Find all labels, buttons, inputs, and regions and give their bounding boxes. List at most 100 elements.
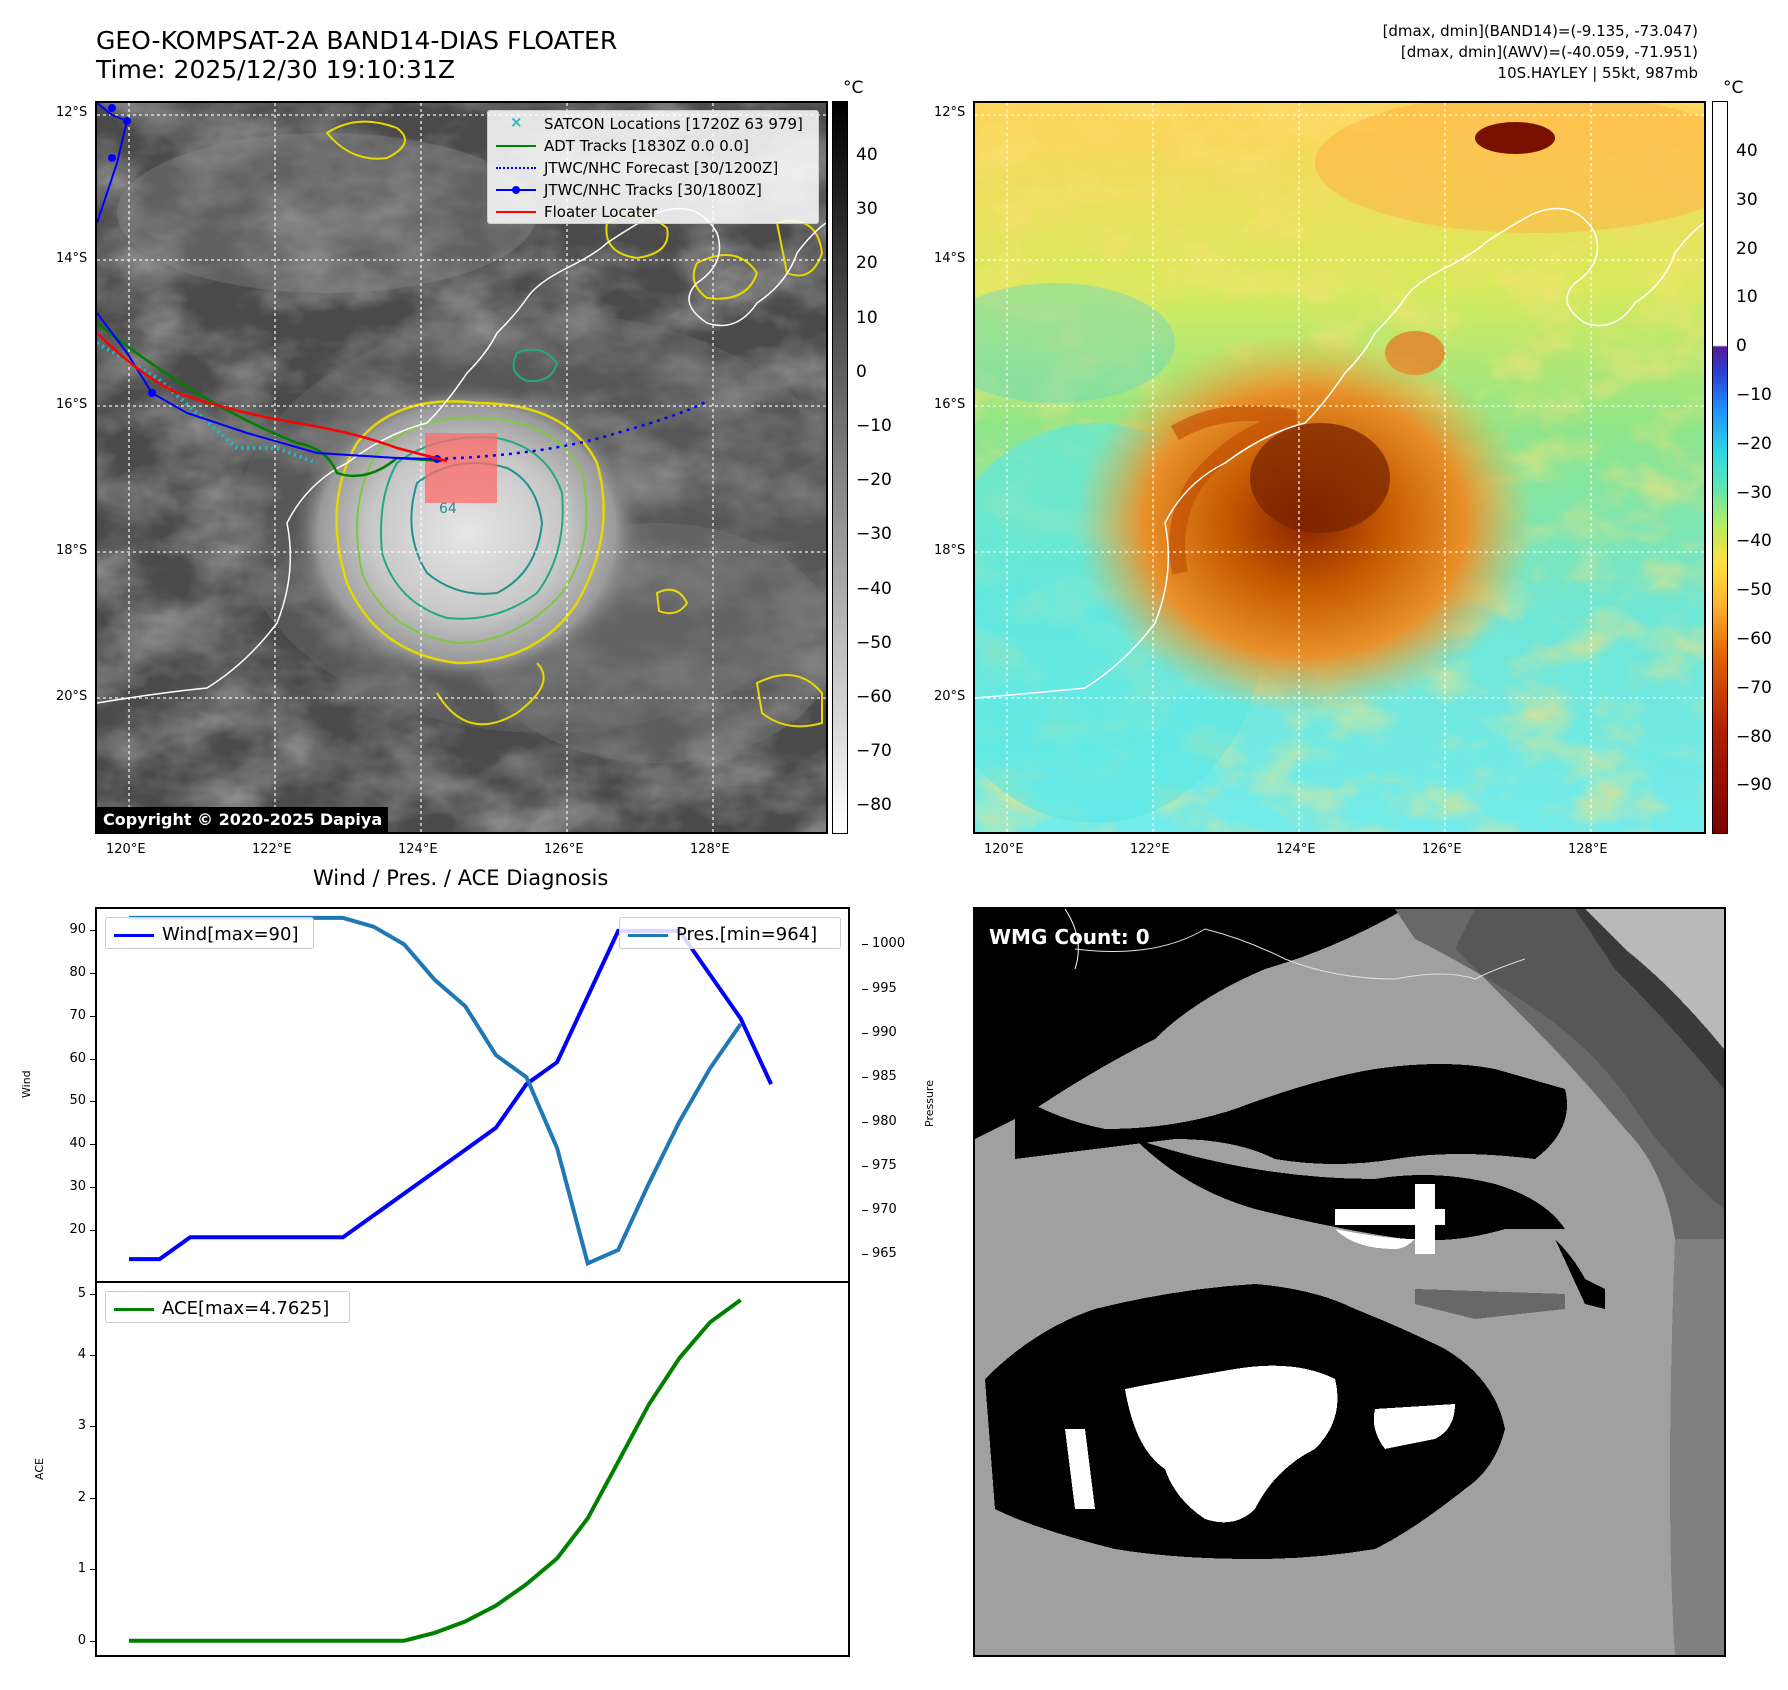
awv-satellite-map bbox=[973, 101, 1706, 834]
awv-colorbar bbox=[1712, 101, 1728, 834]
ir-colorbar-tick-1: 30 bbox=[856, 199, 878, 220]
ace-tick-mark-2 bbox=[90, 1497, 96, 1499]
pressure-tick-2: 990 bbox=[872, 1025, 897, 1040]
pressure-tick-4: 980 bbox=[872, 1113, 897, 1129]
wind-pressure-panel: Wind[max=90] Pres.[min=964] bbox=[95, 907, 850, 1283]
wind-tick-2: 70 bbox=[69, 1007, 86, 1023]
wind-tick-mark-6 bbox=[90, 1186, 96, 1188]
ace-tick-1: 3 bbox=[77, 1418, 86, 1434]
floater-locater-box bbox=[425, 433, 497, 503]
ir-colorbar-tick-5: −10 bbox=[856, 416, 892, 436]
ir-lon-label-128e: 128°E bbox=[690, 842, 730, 857]
ir-colorbar bbox=[832, 101, 848, 834]
ace-tick-mark-3 bbox=[90, 1569, 96, 1571]
ir-colorbar-tick-2: 20 bbox=[856, 253, 878, 274]
awv-lat-label-14s: 14°S bbox=[934, 251, 966, 266]
ir-lon-label-120e: 120°E bbox=[106, 842, 146, 857]
wind-tick-5: 40 bbox=[69, 1136, 86, 1152]
legend-jtwc-tracks-label: JTWC/NHC Tracks [30/1800Z] bbox=[544, 181, 762, 199]
storm-info: 10S.HAYLEY | 55kt, 987mb bbox=[1497, 64, 1698, 82]
awv-colorbar-tick-11: −70 bbox=[1736, 677, 1772, 698]
storm-cloud-shield bbox=[292, 383, 642, 683]
pressure-tick-mark-7 bbox=[862, 1254, 868, 1256]
ir-lon-label-122e: 122°E bbox=[252, 842, 292, 857]
diagnosis-title: Wind / Pres. / ACE Diagnosis bbox=[313, 866, 609, 890]
ace-tick-2: 2 bbox=[77, 1489, 86, 1505]
awv-colorbar-tick-6: −20 bbox=[1736, 433, 1772, 454]
pressure-tick-7: 965 bbox=[872, 1246, 897, 1262]
ace-axis-label: ACE bbox=[33, 1458, 46, 1480]
awv-colorbar-tick-4: 0 bbox=[1736, 336, 1747, 357]
ir-colorbar-unit: °C bbox=[843, 78, 864, 98]
ir-map-legend: × SATCON Locations [1720Z 63 979] ADT Tr… bbox=[487, 110, 819, 224]
legend-floater: Floater Locater bbox=[488, 203, 657, 221]
awv-lat-label-18s: 18°S bbox=[934, 543, 966, 558]
adt-track bbox=[97, 322, 443, 478]
pressure-legend-label: Pres.[min=964] bbox=[676, 924, 818, 945]
awv-colorbar-tick-3: 10 bbox=[1736, 287, 1758, 308]
wind-tick-mark-8 bbox=[90, 1293, 96, 1295]
wind-series-line bbox=[129, 928, 773, 1262]
awv-colorbar-tick-7: −30 bbox=[1736, 482, 1772, 503]
ir-colorbar-tick-6: −20 bbox=[856, 470, 892, 491]
pressure-tick-5: 975 bbox=[872, 1157, 897, 1173]
copyright-label: Copyright © 2020-2025 Dapiya bbox=[97, 807, 389, 832]
adt-line-icon bbox=[496, 138, 536, 154]
awv-lon-label-124e: 124°E bbox=[1276, 842, 1316, 857]
ir-lat-label-12s: 12°S bbox=[56, 105, 88, 120]
awv-colorbar-tick-2: 20 bbox=[1736, 238, 1758, 259]
wind-tick-mark-3 bbox=[90, 1058, 96, 1060]
awv-lon-label-126e: 126°E bbox=[1422, 842, 1462, 857]
ace-line-icon bbox=[114, 1301, 154, 1317]
awv-colorbar-tick-1: 30 bbox=[1736, 189, 1758, 210]
legend-adt: ADT Tracks [1830Z 0.0 0.0] bbox=[488, 137, 749, 155]
dmax-dmin-band14: [dmax, dmin](BAND14)=(-9.135, -73.047) bbox=[1382, 22, 1698, 40]
wind-tick-8: 5 bbox=[77, 1285, 86, 1301]
ace-legend: ACE[max=4.7625] bbox=[105, 1291, 350, 1323]
legend-satcon-label: SATCON Locations [1720Z 63 979] bbox=[544, 115, 803, 133]
awv-colorbar-tick-12: −80 bbox=[1736, 726, 1772, 747]
ace-tick-mark-1 bbox=[90, 1426, 96, 1428]
ace-tick-3: 1 bbox=[77, 1561, 86, 1577]
wind-pressure-plot bbox=[129, 915, 773, 1267]
ace-legend-label: ACE[max=4.7625] bbox=[162, 1298, 330, 1319]
legend-jtwc-forecast: JTWC/NHC Forecast [30/1200Z] bbox=[488, 159, 778, 177]
awv-colorbar-tick-8: −40 bbox=[1736, 531, 1772, 552]
ace-plot bbox=[129, 1298, 742, 1643]
wind-tick-6: 30 bbox=[69, 1178, 86, 1194]
ir-lon-label-124e: 124°E bbox=[398, 842, 438, 857]
ir-lat-label-20s: 20°S bbox=[56, 689, 88, 704]
wind-line-icon bbox=[114, 927, 154, 943]
wind-legend: Wind[max=90] bbox=[105, 917, 314, 949]
wind-tick-mark-0 bbox=[90, 930, 96, 932]
ir-colorbar-tick-7: −30 bbox=[856, 524, 892, 545]
awv-colorbar-tick-13: −90 bbox=[1736, 775, 1772, 796]
pressure-tick-3: 985 bbox=[872, 1069, 897, 1085]
ir-colorbar-tick-11: −70 bbox=[856, 741, 892, 762]
ir-lat-label-18s: 18°S bbox=[56, 543, 88, 558]
wind-tick-4: 50 bbox=[69, 1093, 86, 1109]
wind-tick-7: 20 bbox=[69, 1221, 86, 1237]
ir-satellite-map: 64 × SATCON Locations [1720Z 63 979] ADT… bbox=[95, 101, 828, 834]
ir-lon-label-126e: 126°E bbox=[544, 842, 584, 857]
pressure-tick-mark-6 bbox=[862, 1210, 868, 1212]
wind-tick-3: 60 bbox=[69, 1050, 86, 1066]
wind-tick-mark-4 bbox=[90, 1101, 96, 1103]
ace-tick-4: 0 bbox=[77, 1632, 86, 1648]
ir-colorbar-tick-10: −60 bbox=[856, 687, 892, 707]
awv-lat-label-12s: 12°S bbox=[934, 105, 966, 120]
awv-colorbar-unit: °C bbox=[1723, 78, 1744, 98]
pressure-tick-mark-4 bbox=[862, 1121, 868, 1123]
contour-label-64: 64 bbox=[439, 501, 457, 517]
dmax-dmin-awv: [dmax, dmin](AWV)=(-40.059, -71.951) bbox=[1400, 43, 1698, 61]
pressure-tick-6: 970 bbox=[872, 1202, 897, 1218]
pressure-tick-mark-0 bbox=[862, 944, 868, 946]
ir-colorbar-tick-9: −50 bbox=[856, 632, 892, 653]
pressure-axis-label: Pressure bbox=[923, 1080, 936, 1127]
satcon-marker-icon: × bbox=[510, 113, 523, 131]
pressure-legend: Pres.[min=964] bbox=[619, 917, 841, 949]
pressure-series-line bbox=[129, 915, 743, 1267]
satcon-locations bbox=[97, 341, 318, 465]
pressure-tick-mark-2 bbox=[862, 1033, 868, 1034]
legend-adt-label: ADT Tracks [1830Z 0.0 0.0] bbox=[544, 137, 749, 155]
